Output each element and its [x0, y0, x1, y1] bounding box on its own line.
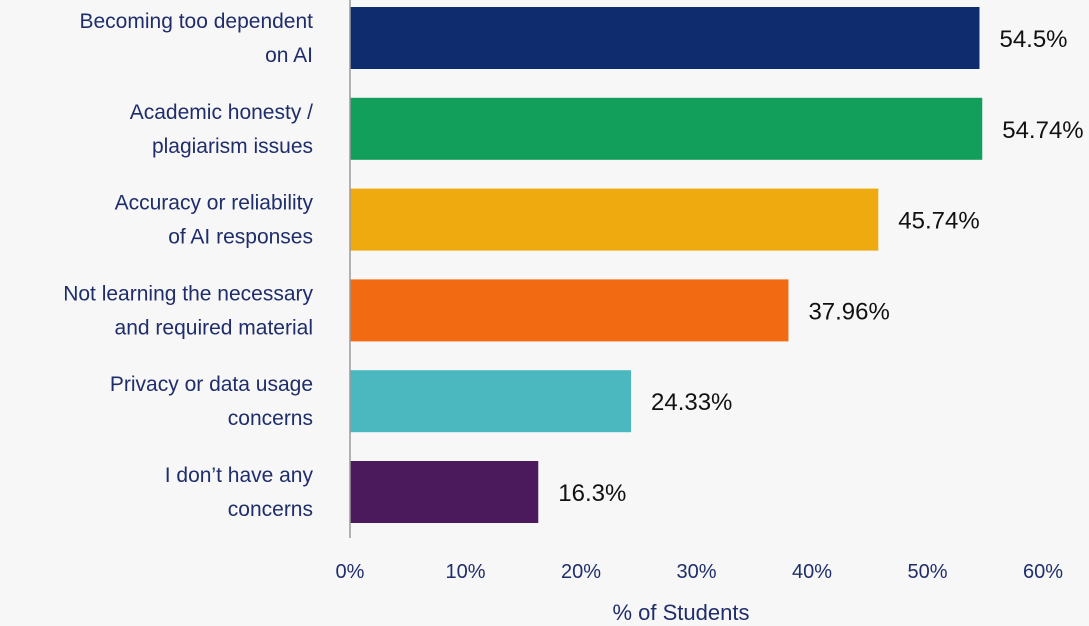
bars-layer: [350, 7, 983, 523]
category-label-line: of AI responses: [168, 226, 313, 249]
value-label-5: 24.33%: [651, 389, 732, 416]
value-label-3: 45.74%: [898, 208, 979, 235]
value-label-6: 16.3%: [558, 480, 626, 507]
bar-4: [350, 279, 789, 342]
value-label-1: 54.5%: [999, 26, 1067, 53]
category-label-6: I don’t have any concerns: [165, 464, 314, 521]
category-label-3: Accuracy or reliability of AI responses: [115, 192, 314, 249]
category-label-line: Not learning the necessary: [63, 282, 313, 305]
bar-2: [350, 97, 983, 160]
value-label-4: 37.96%: [808, 298, 889, 325]
value-labels-layer: 54.5% 54.74% 45.74% 37.96% 24.33% 16.3%: [558, 26, 1083, 507]
value-label-2: 54.74%: [1002, 117, 1083, 144]
x-tick-label-40: 40%: [792, 561, 832, 583]
x-tick-label-20: 20%: [561, 561, 601, 583]
category-label-2: Academic honesty / plagiarism issues: [130, 101, 313, 158]
category-label-line: on AI: [265, 44, 313, 67]
category-label-line: Becoming too dependent: [79, 10, 313, 33]
bar-1: [350, 7, 980, 69]
x-axis-title: % of Students: [613, 600, 750, 625]
category-label-line: I don’t have any: [165, 464, 314, 487]
category-label-4: Not learning the necessary and required m…: [63, 282, 313, 339]
category-label-1: Becoming too dependent on AI: [79, 10, 313, 67]
category-label-5: Privacy or data usage concerns: [110, 373, 313, 430]
x-tick-label-30: 30%: [676, 561, 716, 583]
category-label-line: Accuracy or reliability: [115, 192, 314, 215]
x-ticks-layer: 0% 10% 20% 30% 40% 50% 60%: [336, 561, 1064, 583]
category-label-line: concerns: [228, 498, 313, 521]
category-label-line: Privacy or data usage: [110, 373, 313, 396]
category-label-line: plagiarism issues: [152, 135, 313, 158]
category-label-line: Academic honesty /: [130, 101, 313, 124]
bar-5: [350, 370, 632, 433]
category-label-line: concerns: [228, 407, 313, 430]
bar-3: [350, 188, 879, 251]
x-tick-label-0: 0%: [336, 561, 365, 583]
x-tick-label-60: 60%: [1023, 561, 1063, 583]
bar-6: [350, 461, 539, 523]
category-label-line: and required material: [115, 316, 313, 339]
x-tick-label-50: 50%: [907, 561, 947, 583]
x-tick-label-10: 10%: [445, 561, 485, 583]
category-labels-layer: Becoming too dependent on AI Academic hone…: [63, 10, 313, 521]
